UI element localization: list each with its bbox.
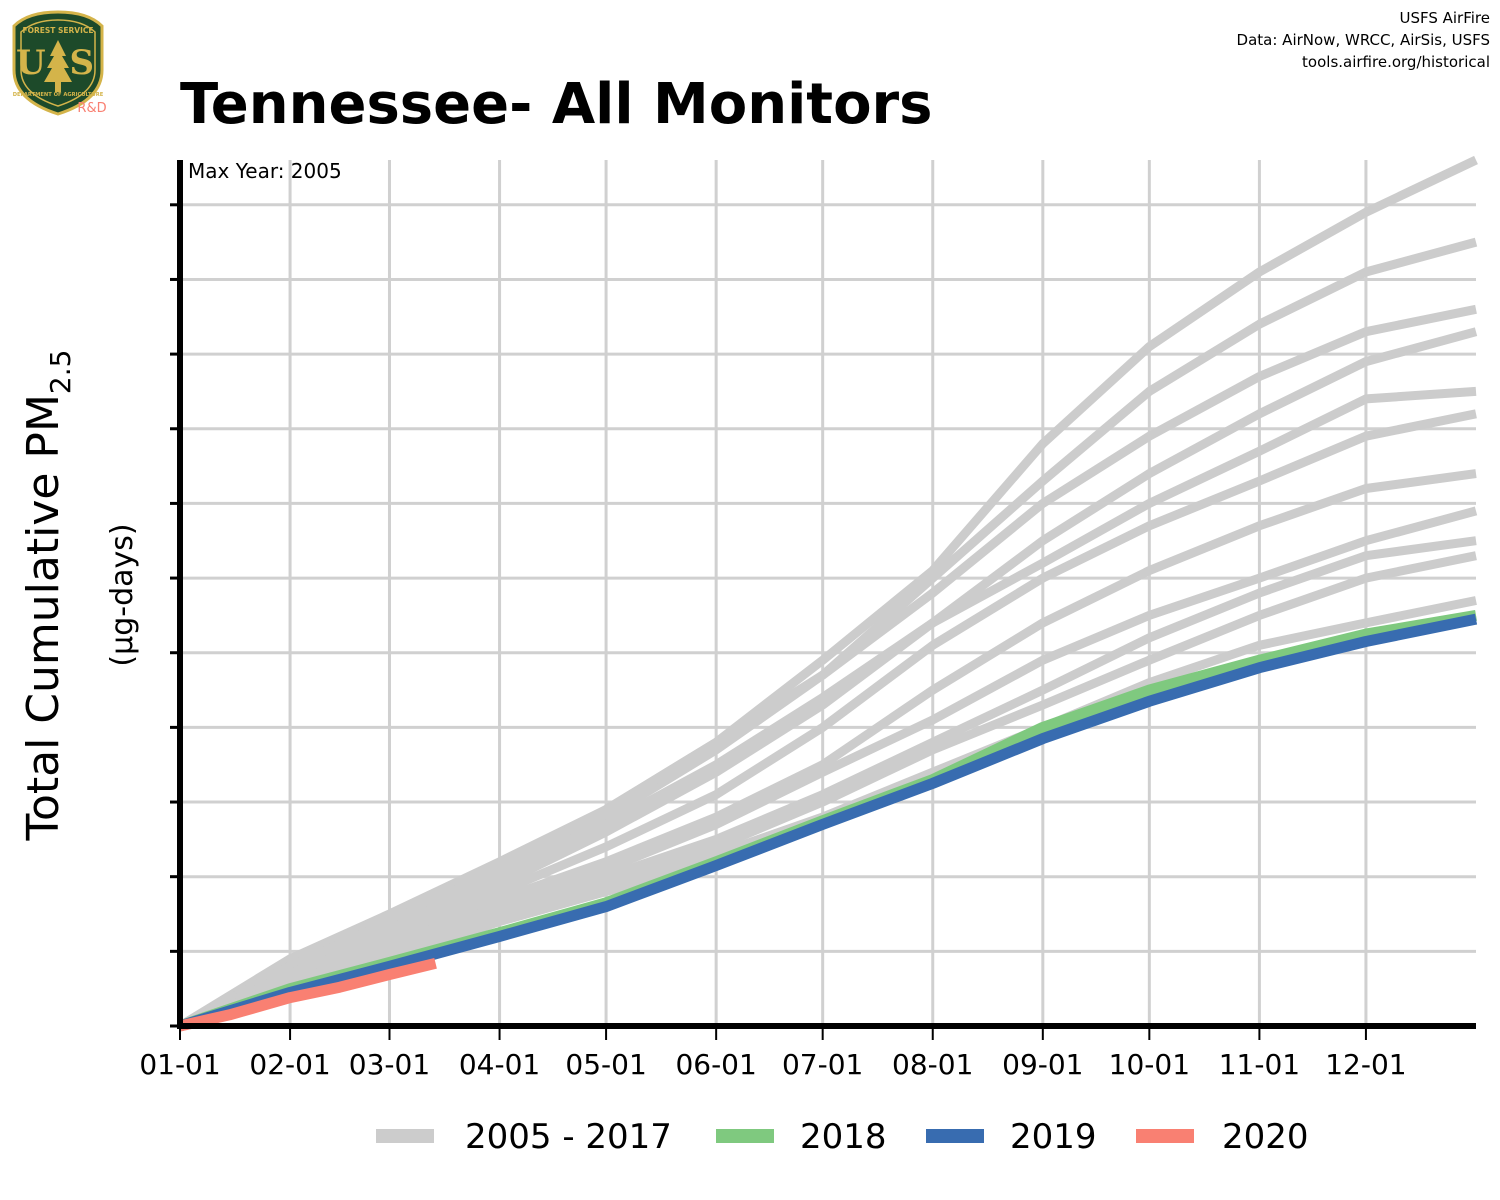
x-tick-label: 09-01 xyxy=(1002,1048,1083,1081)
legend-label: 2018 xyxy=(800,1117,887,1157)
chart-title: Tennessee- All Monitors xyxy=(180,72,933,137)
credit-line-2: Data: AirNow, WRCC, AirSis, USFS xyxy=(1236,31,1490,49)
x-tick-label: 11-01 xyxy=(1219,1048,1300,1081)
x-tick-label: 12-01 xyxy=(1325,1048,1406,1081)
x-tick-label: 04-01 xyxy=(459,1048,540,1081)
series-lines xyxy=(177,155,1478,1032)
legend-label: 2020 xyxy=(1222,1117,1309,1157)
tree-icon xyxy=(44,40,72,92)
credit-line-1: USFS AirFire xyxy=(1399,9,1490,27)
x-tick-label: 07-01 xyxy=(782,1048,863,1081)
logo-shield-inner-icon xyxy=(20,19,96,107)
series-line-historical xyxy=(178,469,1477,1031)
logo-badge: R&D xyxy=(77,101,106,116)
y-axis-unit: (µg-days) xyxy=(105,523,140,666)
series-line-historical xyxy=(177,155,1478,1030)
credit-line-3: tools.airfire.org/historical xyxy=(1302,53,1490,71)
x-tick-label: 08-01 xyxy=(892,1048,973,1081)
y-axis-label-subscript: 2.5 xyxy=(44,350,77,395)
legend-label: 2019 xyxy=(1010,1117,1097,1157)
axes: 01-01 02-01 03-01 04-01 05-01 06-01 07-01 08-01… xyxy=(139,160,1476,1081)
x-tick-label: 02-01 xyxy=(249,1048,330,1081)
grid xyxy=(180,160,1476,1026)
x-tick-label: 01-01 xyxy=(139,1048,220,1081)
series-line-2019 xyxy=(178,613,1478,1032)
max-year-annotation: Max Year: 2005 xyxy=(188,159,342,183)
logo-top-text: FOREST SERVICE xyxy=(22,26,93,35)
series-line-historical xyxy=(177,304,1477,1030)
x-tick-label: 10-01 xyxy=(1109,1048,1190,1081)
y-axis-label: Total Cumulative PM2.5 xyxy=(18,350,77,842)
forest-service-logo: FOREST SERVICE U S DEPARTMENT OF AGRICUL… xyxy=(8,8,108,122)
x-tick-label: 05-01 xyxy=(565,1048,646,1081)
logo-bottom-text: DEPARTMENT OF AGRICULTURE xyxy=(13,92,104,98)
series-line-historical xyxy=(178,536,1477,1031)
legend-label: 2005 - 2017 xyxy=(465,1117,672,1157)
series-line-2020 xyxy=(178,957,437,1032)
series-line-historical xyxy=(178,386,1477,1031)
x-tick-label: 06-01 xyxy=(675,1048,756,1081)
legend: 2005 - 2017 2018 2019 2020 xyxy=(376,1117,1309,1157)
x-tick-label: 03-01 xyxy=(349,1048,430,1081)
series-line-historical xyxy=(177,237,1478,1030)
